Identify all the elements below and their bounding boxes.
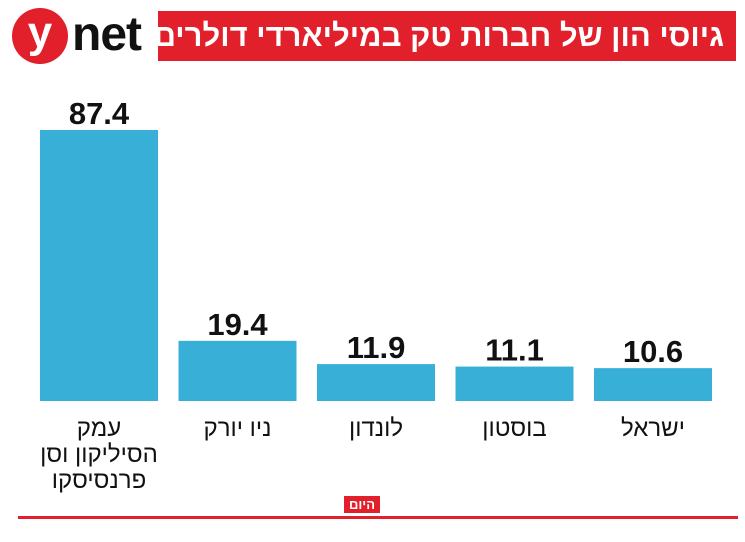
logo-net-text: net: [72, 8, 142, 61]
value-label-4: 10.6: [623, 334, 683, 369]
ynet-logo[interactable]: y net: [12, 6, 154, 68]
value-label-0: 87.4: [69, 96, 130, 131]
bar-1: [178, 340, 297, 401]
bar-3: [455, 366, 574, 401]
bar-0: [40, 130, 158, 401]
category-label-0-2: פרנסיסקו: [52, 467, 146, 494]
category-label-0-1: הסיליקון וסן: [40, 441, 158, 468]
category-label-2-0: לונדון: [349, 415, 403, 442]
chart-title: גיוסי הון של חברות טק במיליארדי דולרים: [153, 18, 724, 53]
category-label-4-0: ישראל: [621, 415, 685, 442]
title-bar: גיוסי הון של חברות טק במיליארדי דולרים: [154, 11, 736, 61]
bar-2: [317, 364, 435, 401]
bar-4: [594, 368, 712, 401]
category-label-3-0: בוסטון: [482, 415, 546, 442]
value-label-1: 19.4: [207, 307, 268, 342]
category-label-1-0: ניו יורק: [204, 415, 272, 442]
category-label-0-0: עמק: [77, 415, 121, 442]
bottom-rule: [18, 516, 738, 519]
value-label-3: 11.1: [485, 333, 544, 368]
source-badge: היום: [344, 496, 380, 513]
value-label-2: 11.9: [347, 330, 406, 365]
logo-y-circle: y: [12, 8, 68, 64]
